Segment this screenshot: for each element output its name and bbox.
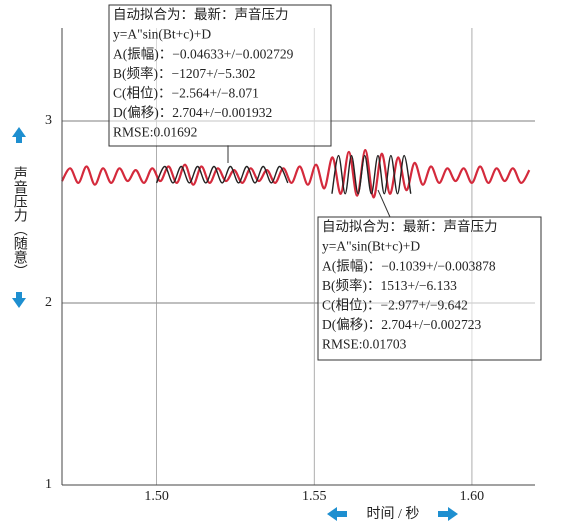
annotations: 自动拟合为：最新：声音压力 y=A"sin(Bt+c)+D A(振幅)：−0.046… — [108, 4, 542, 361]
x-tick-label: 1.60 — [460, 489, 485, 504]
annotation-line: A(振幅)：−0.04633+/−0.002729 — [113, 46, 294, 61]
annotation-line: D(偏移)：2.704+/−0.001932 — [113, 105, 272, 120]
x-tick-label: 1.50 — [144, 489, 169, 504]
annotation-line: RMSE:0.01692 — [113, 125, 197, 140]
annotation-line: B(频率)：1513+/−6.133 — [322, 277, 457, 293]
annotation-line: 自动拟合为：最新：声音压力 — [322, 218, 498, 234]
data-curve — [61, 149, 531, 199]
annotation-line: y=A"sin(Bt+c)+D — [113, 27, 211, 42]
leader-line — [377, 189, 391, 218]
fit-curve — [155, 165, 289, 184]
ticks: 1 2 3 1.50 1.55 1.60 — [45, 113, 484, 504]
annotation-box — [317, 216, 542, 361]
annotation-line: D(偏移)：2.704+/−0.002723 — [322, 317, 481, 332]
y-tick-label: 2 — [45, 295, 52, 310]
down-arrow — [12, 292, 26, 308]
y-axis-label: 声音压力（随意） — [12, 166, 28, 278]
left-arrow — [327, 507, 347, 521]
y-tick-label: 1 — [45, 477, 52, 492]
right-arrow — [438, 507, 458, 521]
x-tick-label: 1.55 — [302, 489, 327, 504]
annotation-box — [108, 4, 332, 147]
annotation-line: A(振幅)：−0.1039+/−0.003878 — [322, 258, 496, 273]
annotation-line: 自动拟合为：最新：声音压力 — [113, 6, 289, 22]
annotation-line: y=A"sin(Bt+c)+D — [322, 239, 420, 254]
curves — [61, 149, 531, 199]
up-arrow — [12, 127, 26, 143]
annotation-line: RMSE:0.01703 — [322, 337, 407, 352]
fit-curve — [331, 154, 412, 195]
x-axis-label: 时间 / 秒 — [367, 506, 420, 522]
annotation-line: C(相位)：−2.977+/−9.642 — [322, 297, 468, 312]
y-tick-label: 3 — [45, 113, 52, 128]
annotation-line: B(频率)：−1207+/−5.302 — [113, 65, 255, 81]
annotation-line: C(相位)：−2.564+/−8.071 — [113, 85, 259, 100]
